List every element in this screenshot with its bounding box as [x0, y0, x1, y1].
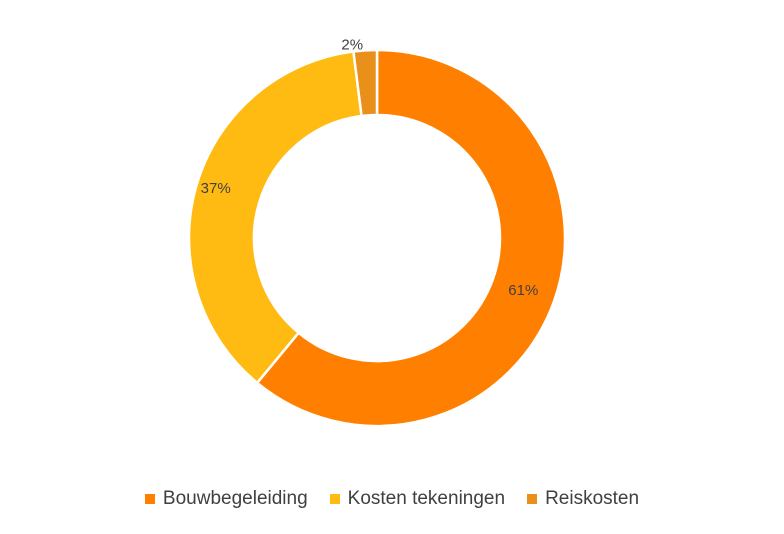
legend-label-kosten-tekeningen: Kosten tekeningen	[347, 488, 506, 509]
slice-kosten-tekeningen	[187, 50, 363, 385]
legend-label-bouwbegeleiding: Bouwbegeleiding	[162, 488, 308, 509]
legend-swatch-kosten-tekeningen	[329, 494, 340, 504]
slice-reiskosten	[352, 48, 379, 118]
slice-bouwbegeleiding	[255, 48, 567, 428]
legend-swatch-reiskosten	[527, 494, 538, 504]
data-label-kosten-tekeningen: 37%	[201, 180, 231, 197]
legend-label-reiskosten: Reiskosten	[545, 488, 640, 509]
legend: Bouwbegeleiding Kosten tekeningen Reisko…	[0, 484, 784, 514]
legend-item-reiskosten: Reiskosten	[527, 488, 639, 510]
legend-swatch-bouwbegeleiding	[144, 494, 155, 504]
legend-item-bouwbegeleiding: Bouwbegeleiding	[144, 488, 308, 510]
data-label-bouwbegeleiding: 61%	[508, 282, 538, 299]
legend-item-kosten-tekeningen: Kosten tekeningen	[329, 488, 506, 510]
data-label-reiskosten: 2%	[341, 36, 363, 53]
